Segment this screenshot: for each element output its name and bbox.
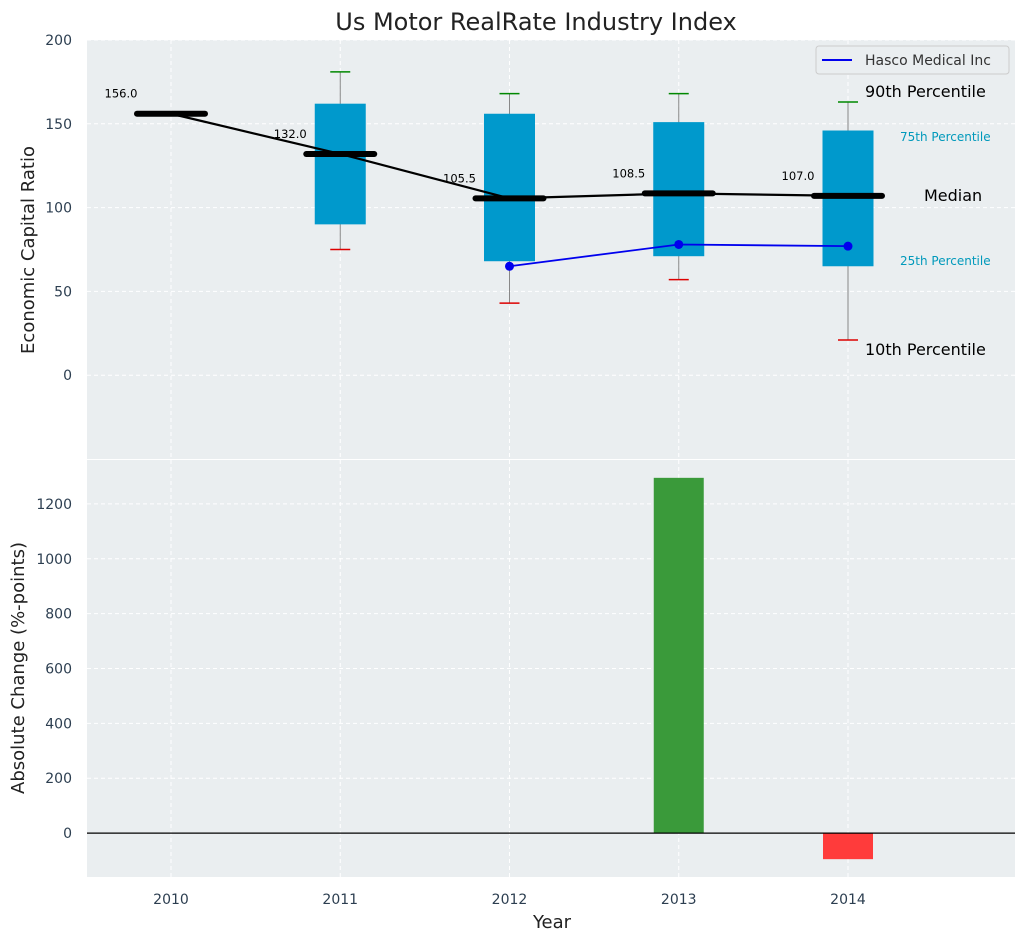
chart-title: Us Motor RealRate Industry Index [335, 8, 737, 36]
x-tick-label: 2010 [153, 892, 189, 908]
change-bar [653, 477, 704, 834]
bottom-y-tick-label: 800 [45, 607, 72, 623]
x-axis-label: Year [532, 912, 572, 933]
top-panel-background [87, 40, 1015, 459]
legend-label-hasco: Hasco Medical Inc [865, 53, 991, 69]
percentile-box [484, 113, 535, 262]
series-point-hasco [843, 241, 853, 251]
bottom-y-tick-label: 200 [45, 771, 72, 787]
median-value-label: 132.0 [274, 127, 307, 141]
bottom-y-tick-label: 1000 [36, 552, 72, 568]
x-tick-label: 2012 [492, 892, 528, 908]
annotation-75th-percentile: 75th Percentile [900, 130, 991, 144]
bottom-y-tick-label: 600 [45, 662, 72, 678]
bottom-y-tick-label: 400 [45, 716, 72, 732]
series-point-hasco [505, 261, 514, 271]
median-value-label: 156.0 [105, 87, 138, 101]
bottom-y-tick-label: 1200 [36, 497, 72, 513]
change-bar [823, 833, 873, 860]
top-y-axis-label: Economic Capital Ratio [18, 146, 39, 354]
annotation-25th-percentile: 25th Percentile [900, 254, 991, 268]
x-tick-label: 2013 [661, 892, 697, 908]
series-point-hasco [674, 239, 684, 249]
x-tick-label: 2014 [830, 892, 866, 908]
annotation-90th-percentile: 90th Percentile [865, 82, 986, 101]
top-y-tick-label: 0 [63, 368, 72, 384]
annotation-median: Median [924, 186, 982, 205]
bottom-y-tick-label: 0 [63, 826, 72, 842]
top-y-tick-label: 50 [54, 284, 72, 300]
bottom-y-axis-label: Absolute Change (%-points) [8, 542, 29, 794]
percentile-box [653, 122, 705, 257]
top-y-tick-label: 200 [45, 33, 72, 49]
percentile-box [314, 103, 366, 225]
median-value-label: 108.5 [612, 166, 645, 180]
top-y-tick-label: 150 [45, 117, 72, 133]
legend: Hasco Medical Inc [815, 45, 1010, 75]
median-value-label: 105.5 [443, 171, 476, 185]
median-value-label: 107.0 [782, 169, 815, 183]
x-tick-label: 2011 [322, 892, 358, 908]
annotation-10th-percentile: 10th Percentile [865, 340, 986, 359]
top-y-tick-label: 100 [45, 201, 72, 217]
legend-box [815, 45, 1010, 75]
